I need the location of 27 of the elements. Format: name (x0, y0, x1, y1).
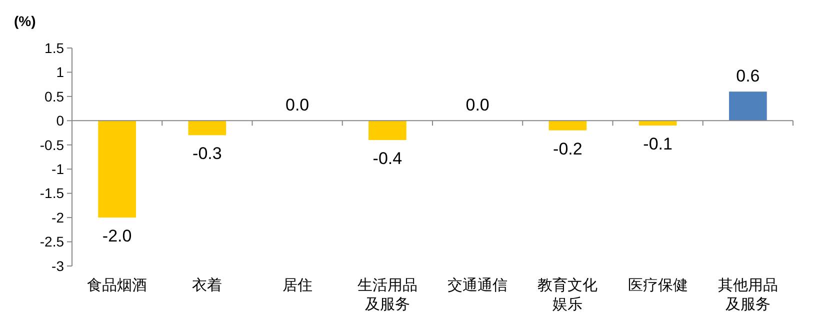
y-tick-label: -1.5 (40, 185, 64, 202)
data-label: 0.0 (466, 96, 490, 115)
y-axis-title: (%) (14, 13, 36, 29)
x-tick-label: 交通通信 (448, 277, 508, 294)
x-tick-label: 食品烟酒 (87, 277, 148, 294)
y-tick-label: -2 (52, 209, 64, 226)
x-tick-label: 衣着 (192, 277, 222, 294)
x-tick-label: 生活用品及服务 (357, 277, 418, 313)
data-label: 0.0 (285, 96, 310, 115)
x-tick-label: 居住 (282, 277, 312, 294)
data-label: -0.3 (192, 144, 222, 164)
y-tick-label: 0.5 (44, 88, 64, 104)
y-tick-label: 1.5 (44, 40, 64, 56)
y-tick-label: -0.5 (40, 136, 64, 153)
y-tick-label: -1 (52, 161, 64, 178)
data-label: -2.0 (102, 226, 132, 246)
data-label: 0.6 (736, 66, 760, 86)
data-label: -0.4 (372, 149, 402, 168)
y-tick-label: 1 (56, 64, 64, 80)
y-tick-label: 0 (56, 112, 64, 129)
data-label: -0.1 (643, 134, 672, 154)
x-tick-label: 教育文化娱乐 (538, 277, 598, 313)
x-tick-label: 其他用品及服务 (718, 277, 778, 313)
y-tick-label: -2.5 (40, 234, 64, 250)
data-label: -0.2 (553, 139, 582, 158)
x-tick-label: 医疗保健 (628, 277, 688, 294)
y-tick-label: -3 (52, 258, 64, 274)
